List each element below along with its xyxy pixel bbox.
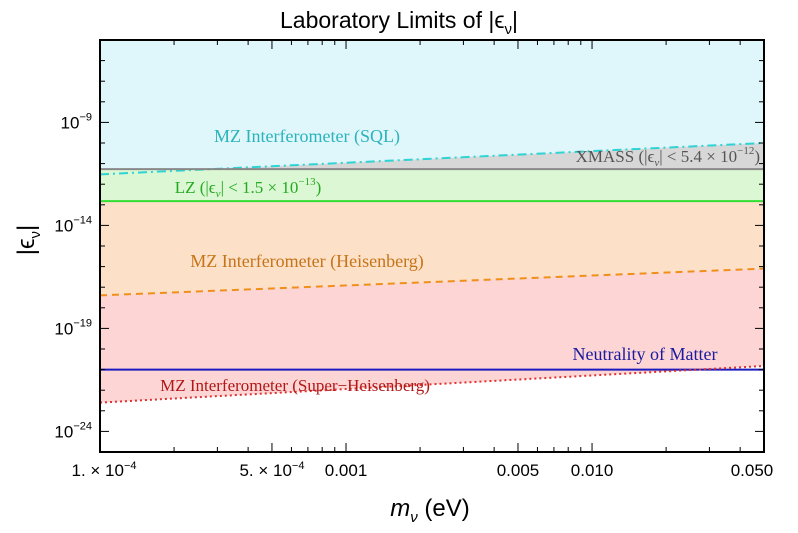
plot-frame: [99, 39, 765, 453]
region-fill-sql: [100, 40, 764, 175]
annotation-xmass: XMASS (|ϵν| < 5.4 × 10−12): [576, 145, 760, 169]
annotation-lz: LZ (|ϵν| < 1.5 × 10−13): [175, 176, 322, 200]
chart-title: Laboratory Limits of |ϵν|: [280, 7, 518, 38]
x-tick-label: 0.005: [497, 461, 540, 480]
x-axis-label: mν (eV): [390, 495, 470, 526]
x-tick-label: 0.001: [325, 461, 368, 480]
annotation-super-heisenberg: MZ Interferometer (Super−Heisenberg): [160, 376, 430, 395]
y-tick-label: 10−24: [54, 420, 92, 441]
x-tick-label: 0.050: [731, 461, 774, 480]
annotation-neutrality: Neutrality of Matter: [573, 344, 718, 364]
annotation-heisenberg: MZ Interferometer (Heisenberg): [190, 251, 424, 272]
x-tick-label: 5. × 10−4: [239, 460, 304, 480]
region-fill-heisenberg: [100, 201, 764, 296]
x-tick-label: 0.010: [571, 461, 614, 480]
x-tick-label: 1. × 10−4: [71, 460, 136, 480]
series-lines: [99, 142, 765, 404]
annotations: MZ Interferometer (SQL) XMASS (|ϵν| < 5.4…: [160, 126, 760, 395]
line-sql: [99, 142, 765, 176]
annotation-sql: MZ Interferometer (SQL): [214, 126, 400, 147]
y-axis-label: |ϵν|: [13, 225, 44, 256]
y-tick-label: 10−14: [54, 214, 92, 235]
region-fill-lz: [100, 169, 764, 202]
tick-labels: 1. × 10−4 5. × 10−4 0.001 0.005 0.010 0.050 10…: [54, 111, 773, 480]
line-heisenberg: [99, 267, 765, 297]
y-tick-label: 10−9: [61, 111, 92, 132]
line-super-heisenberg: [99, 364, 765, 404]
y-tick-label: 10−19: [54, 317, 92, 338]
